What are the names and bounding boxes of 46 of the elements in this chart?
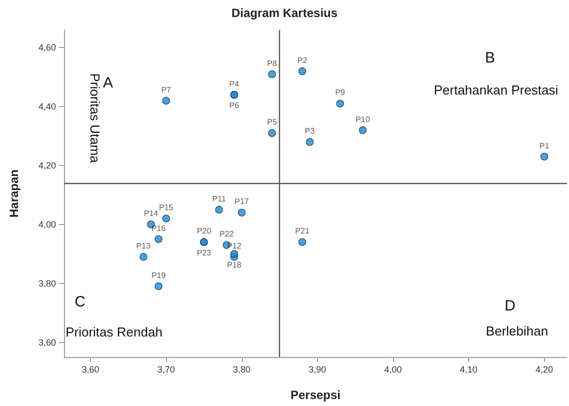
data-label: P19 (151, 270, 166, 280)
y-tick-label: 4,60 (38, 42, 56, 53)
data-label: P15 (158, 203, 174, 212)
data-label: P23 (196, 248, 212, 258)
annotation: Berlebihan (486, 324, 548, 338)
y-tick-label: 4,00 (38, 219, 56, 230)
data-label: P10 (356, 114, 370, 124)
annotation: Prioritas Utama (88, 73, 102, 164)
annotation: A (102, 74, 114, 92)
data-label: P21 (295, 226, 310, 236)
data-label: P9 (335, 88, 346, 98)
annotation: Pertahankan Prestasi (434, 82, 558, 98)
data-label: P1 (539, 141, 550, 150)
x-tick-label: 4,10 (460, 364, 478, 374)
data-label: P14 (144, 209, 159, 218)
data-label: P20 (196, 226, 212, 236)
data-label: P6 (229, 101, 240, 110)
x-tick-label: 3,90 (308, 364, 326, 374)
data-label: P18 (227, 260, 242, 270)
y-tick-label: 3,80 (38, 278, 56, 288)
x-tick-label: 3,80 (232, 364, 251, 374)
y-tick-label: 4,40 (38, 102, 56, 112)
x-tick-label: 3,60 (82, 364, 100, 374)
chart-title: Diagram Kartesius (231, 6, 338, 20)
x-tick-label: 4,00 (384, 364, 402, 374)
data-label: P7 (161, 85, 172, 94)
y-axis-title: Harapan (7, 169, 21, 218)
data-label: P5 (267, 118, 278, 127)
x-axis-title: Persepsi (290, 388, 341, 402)
data-label: P13 (136, 241, 152, 250)
y-tick-label: 3,60 (38, 337, 56, 348)
annotation: B (484, 50, 496, 66)
x-tick-label: 3,70 (157, 364, 175, 374)
x-tick-label: 4,20 (536, 364, 554, 374)
data-label: P17 (234, 197, 250, 206)
data-label: P4 (229, 79, 240, 88)
data-label: P16 (151, 224, 166, 233)
data-label: P11 (212, 194, 226, 204)
annotation: C (74, 294, 86, 310)
data-label: P22 (220, 230, 234, 239)
data-label: P3 (304, 126, 316, 136)
data-label: P8 (267, 58, 278, 68)
annotation: Prioritas Rendah (66, 324, 162, 340)
y-tick-label: 4,20 (38, 160, 56, 171)
data-label: P2 (297, 56, 308, 65)
annotation: D (504, 298, 516, 314)
